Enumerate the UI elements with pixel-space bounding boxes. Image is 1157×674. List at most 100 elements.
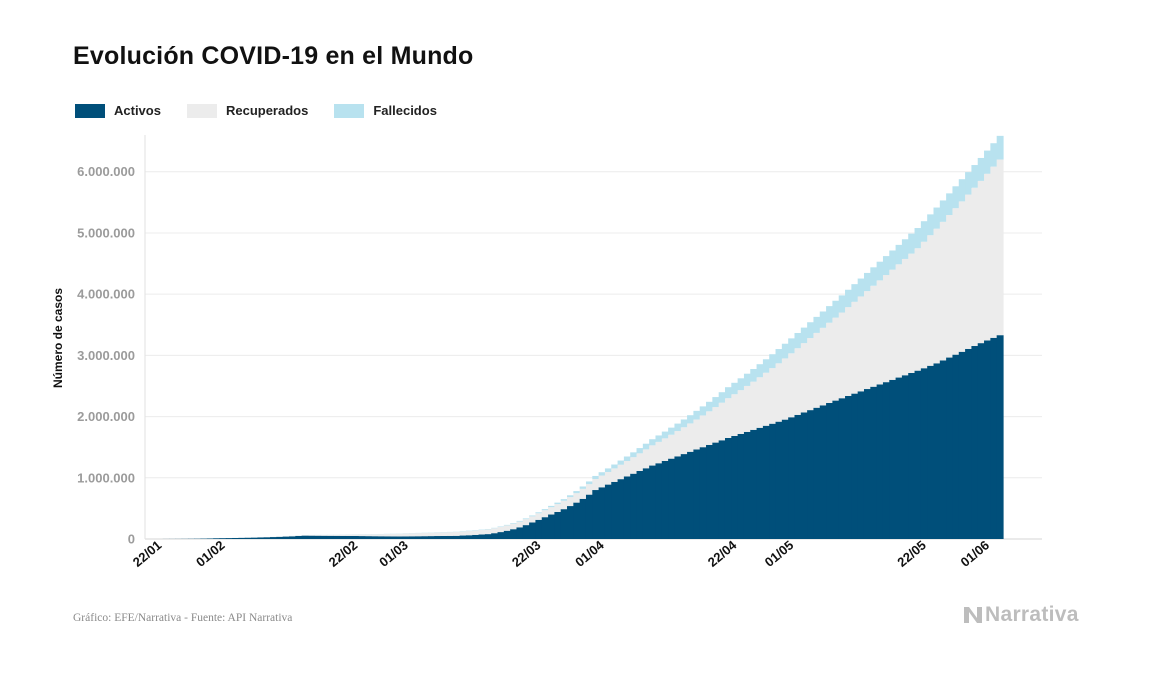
area-step-activos bbox=[712, 442, 720, 539]
area-step-fallecidos bbox=[984, 150, 991, 174]
area-step-activos bbox=[516, 527, 524, 539]
area-step-activos bbox=[314, 535, 322, 539]
area-step-activos bbox=[377, 536, 385, 539]
area-step-recuperados bbox=[655, 441, 663, 464]
area-step-fallecidos bbox=[522, 518, 530, 520]
area-step-fallecidos bbox=[889, 250, 897, 270]
area-step-fallecidos bbox=[611, 464, 619, 469]
area-step-recuperados bbox=[876, 280, 884, 385]
legend-label-recuperados: Recuperados bbox=[225, 103, 309, 118]
area-step-activos bbox=[333, 535, 341, 539]
x-tick-label: 22/03 bbox=[509, 537, 544, 569]
area-step-recuperados bbox=[636, 453, 644, 471]
area-step-activos bbox=[882, 382, 890, 539]
x-tick-label: 22/05 bbox=[894, 537, 929, 569]
narrativa-logo-icon bbox=[964, 607, 982, 623]
area-step-recuperados bbox=[503, 525, 511, 531]
area-step-activos bbox=[270, 537, 277, 539]
area-step-activos bbox=[213, 538, 221, 539]
legend-item-fallecidos: Fallecidos bbox=[334, 103, 437, 118]
area-step-recuperados bbox=[390, 533, 398, 537]
area-step-activos bbox=[503, 530, 511, 539]
x-tick-label: 01/05 bbox=[762, 537, 797, 569]
area-step-recuperados bbox=[592, 479, 600, 491]
area-step-recuperados bbox=[428, 532, 435, 537]
area-step-fallecidos bbox=[497, 526, 505, 527]
area-step-recuperados bbox=[863, 291, 871, 390]
area-step-fallecidos bbox=[617, 460, 625, 465]
area-step-recuperados bbox=[579, 488, 587, 499]
area-step-recuperados bbox=[908, 253, 916, 373]
area-step-recuperados bbox=[560, 500, 568, 510]
area-step-activos bbox=[535, 519, 543, 539]
area-step-fallecidos bbox=[832, 300, 840, 318]
brand-name: Narrativa bbox=[985, 603, 1079, 626]
area-step-fallecidos bbox=[901, 239, 909, 259]
area-step-fallecidos bbox=[895, 244, 903, 265]
area-step-activos bbox=[301, 535, 309, 539]
area-step-fallecidos bbox=[946, 193, 954, 216]
area-step-fallecidos bbox=[636, 448, 644, 454]
legend: Activos Recuperados Fallecidos bbox=[75, 103, 463, 118]
legend-swatch-activos bbox=[75, 103, 105, 118]
area-step-recuperados bbox=[339, 534, 347, 536]
area-step-fallecidos bbox=[965, 172, 973, 195]
area-step-fallecidos bbox=[554, 502, 562, 505]
area-step-activos bbox=[642, 468, 650, 539]
legend-label-activos: Activos bbox=[114, 103, 161, 118]
area-step-activos bbox=[636, 470, 644, 539]
area-step-recuperados bbox=[567, 497, 574, 507]
area-step-fallecidos bbox=[775, 349, 783, 364]
area-step-activos bbox=[497, 532, 505, 539]
area-step-recuperados bbox=[598, 475, 606, 488]
area-step-activos bbox=[863, 389, 871, 539]
area-step-fallecidos bbox=[592, 475, 600, 480]
area-step-activos bbox=[396, 536, 404, 539]
area-step-activos bbox=[219, 538, 227, 539]
area-step-fallecidos bbox=[680, 419, 688, 428]
area-step-recuperados bbox=[522, 519, 530, 526]
area-step-activos bbox=[990, 337, 998, 539]
area-step-recuperados bbox=[661, 438, 669, 461]
area-step-fallecidos bbox=[851, 284, 859, 302]
area-step-recuperados bbox=[585, 484, 593, 495]
area-step-recuperados bbox=[415, 533, 423, 537]
area-step-fallecidos bbox=[668, 427, 676, 435]
area-step-fallecidos bbox=[560, 499, 568, 501]
x-tick-label: 01/04 bbox=[572, 537, 607, 570]
area-step-activos bbox=[750, 429, 758, 539]
area-step-fallecidos bbox=[996, 135, 1004, 160]
area-step-recuperados bbox=[750, 381, 758, 430]
area-step-fallecidos bbox=[535, 512, 543, 514]
y-tick-label: 2.000.000 bbox=[77, 409, 135, 424]
area-step-fallecidos bbox=[876, 261, 884, 281]
area-step-activos bbox=[415, 536, 423, 539]
area-step-activos bbox=[289, 536, 296, 539]
area-step-recuperados bbox=[649, 445, 657, 466]
area-step-activos bbox=[345, 535, 353, 539]
area-step-activos bbox=[819, 405, 827, 539]
x-tick-label: 01/06 bbox=[958, 537, 993, 569]
area-step-recuperados bbox=[516, 521, 524, 528]
area-step-activos bbox=[352, 536, 360, 539]
area-step-recuperados bbox=[465, 531, 473, 536]
y-tick-label: 0 bbox=[128, 532, 135, 547]
area-step-activos bbox=[465, 535, 473, 539]
area-step-activos bbox=[838, 398, 846, 539]
area-step-activos bbox=[326, 535, 334, 539]
area-step-activos bbox=[908, 372, 916, 539]
area-step-activos bbox=[769, 423, 777, 539]
area-step-activos bbox=[225, 538, 233, 539]
legend-item-recuperados: Recuperados bbox=[186, 103, 309, 118]
area-step-recuperados bbox=[845, 307, 852, 396]
x-tick-label: 22/02 bbox=[326, 537, 361, 569]
area-step-fallecidos bbox=[800, 327, 808, 344]
area-step-activos bbox=[459, 535, 467, 539]
area-step-recuperados bbox=[958, 201, 966, 352]
area-step-recuperados bbox=[813, 332, 821, 408]
area-step-recuperados bbox=[819, 327, 827, 406]
area-step-recuperados bbox=[832, 317, 840, 401]
area-step-recuperados bbox=[333, 534, 341, 536]
area-step-activos bbox=[592, 490, 600, 539]
